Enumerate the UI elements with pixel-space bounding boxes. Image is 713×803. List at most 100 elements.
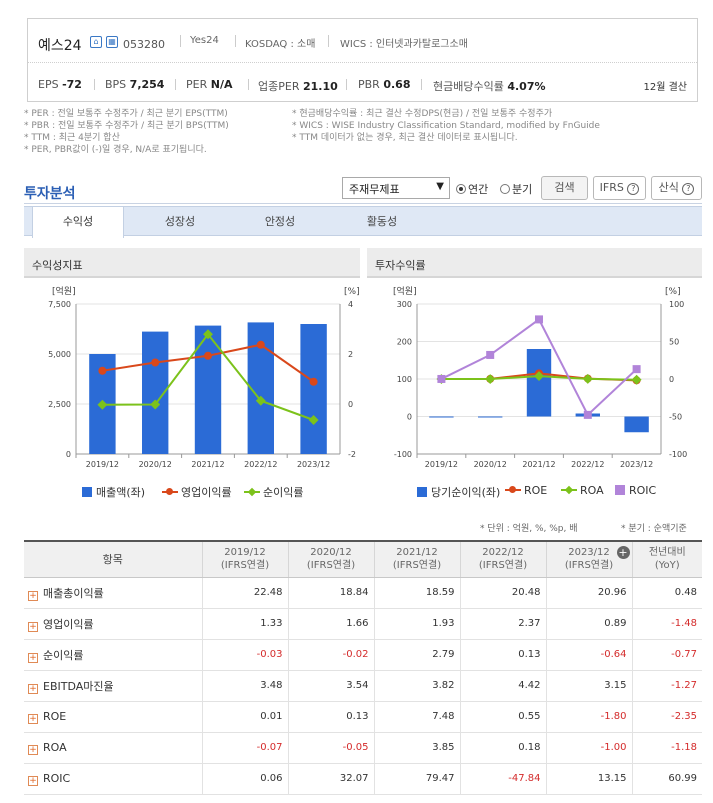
table-cell: 79.47	[373, 763, 460, 795]
row-label[interactable]: + ROA	[24, 732, 202, 764]
table-cell: 3.48	[201, 670, 288, 702]
legend-swatch	[615, 485, 625, 495]
y-tick-left: 2,500	[48, 400, 71, 409]
expand-row-icon[interactable]: +	[28, 713, 38, 724]
metric-per: PER N/A	[186, 78, 233, 91]
profitability-chart: [억원] [%] 7,500 4 5,000 2 2,500 0 0 -2 2019/12 2020/…	[48, 285, 359, 469]
row-label[interactable]: + 매출총이익률	[24, 577, 202, 609]
radio-quarter[interactable]: 분기	[500, 181, 532, 197]
building-icon[interactable]: ▦	[106, 36, 118, 48]
row-label[interactable]: + ROE	[24, 701, 202, 733]
ifrs-button[interactable]: IFRS ?	[593, 176, 646, 200]
legend-roic: ROIC	[615, 484, 656, 497]
table-cell: 32.07	[287, 763, 374, 795]
radio-annual[interactable]: 연간	[456, 181, 488, 197]
y-tick-right: 0	[669, 375, 674, 384]
row-label[interactable]: + EBITDA마진율	[24, 670, 202, 702]
table-cell: 4.42	[459, 670, 546, 702]
english-name: Yes24	[190, 35, 219, 46]
table-cell: 7.48	[373, 701, 460, 733]
radio-dot[interactable]	[500, 184, 510, 194]
y-tick-left: -100	[394, 450, 412, 459]
y-tick-right: -100	[669, 450, 687, 459]
y-tick-left: 0	[407, 413, 412, 422]
table-cell: 0.01	[201, 701, 288, 733]
bar	[624, 416, 649, 433]
row-label[interactable]: + ROIC	[24, 763, 202, 795]
bar	[429, 416, 454, 418]
expand-row-icon[interactable]: +	[28, 621, 38, 632]
legend-swatch	[505, 485, 521, 495]
table-cell: -0.64	[545, 639, 632, 671]
panel-title: 수익성지표	[24, 248, 360, 278]
table-cell: -1.18	[631, 732, 702, 764]
legend-swatch	[162, 487, 178, 497]
analysis-tabs: 수익성 성장성 안정성 활동성	[24, 206, 702, 238]
return-chart-panel: 투자수익률 [억원] [%] 300 100 200 50 100 0 0 -50 -100 -100…	[367, 248, 702, 504]
table-row: + 매출총이익률 22.48 18.84 18.59 20.48 20.96 0.48	[24, 577, 702, 609]
data-point	[486, 350, 495, 359]
y-tick-left: 300	[397, 300, 412, 309]
table-cell: -1.48	[631, 608, 702, 640]
divider	[248, 79, 249, 90]
table-cell: -1.80	[545, 701, 632, 733]
x-tick-label: 2022/12	[571, 460, 604, 469]
tab-activity[interactable]: 활동성	[366, 215, 398, 228]
profitability-chart-panel: 수익성지표 [억원] [%] 7,500 4 5,000 2 2,500 0 0 -2 2019/1…	[24, 248, 360, 504]
home-icon[interactable]: ⌂	[90, 36, 102, 48]
settlement-month: 12월 결산	[643, 82, 687, 93]
return-chart: [억원] [%] 300 100 200 50 100 0 0 -50 -100 -100 2019/1…	[393, 285, 687, 469]
data-point	[204, 351, 212, 360]
table-cell: 18.59	[373, 577, 460, 609]
wics-sector: WICS : 인터넷과카탈로그소매	[340, 39, 468, 50]
table-cell: 0.89	[545, 608, 632, 640]
formula-button[interactable]: 산식 ?	[651, 176, 702, 200]
y-tick-left: 200	[397, 338, 412, 347]
table-cell: -0.03	[201, 639, 288, 671]
expand-row-icon[interactable]: +	[28, 590, 38, 601]
x-tick-label: 2019/12	[425, 460, 458, 469]
table-row: + EBITDA마진율 3.48 3.54 3.82 4.42 3.15 -1.27	[24, 670, 702, 702]
table-cell: 1.66	[287, 608, 374, 640]
legend-net-income: 당기순이익(좌)	[417, 484, 500, 500]
table-row: + 순이익률 -0.03 -0.02 2.79 0.13 -0.64 -0.77	[24, 639, 702, 671]
quarter-note: * 분기 : 순액기준	[621, 524, 687, 534]
table-cell: 0.06	[201, 763, 288, 795]
tab-growth[interactable]: 성장성	[164, 215, 196, 228]
row-label[interactable]: + 영업이익률	[24, 608, 202, 640]
table-cell: -1.27	[631, 670, 702, 702]
tab-profitability[interactable]: 수익성	[32, 207, 124, 238]
table-cell: -2.35	[631, 701, 702, 733]
tab-stability[interactable]: 안정성	[264, 215, 296, 228]
expand-row-icon[interactable]: +	[28, 652, 38, 663]
left-axis-unit: [억원]	[393, 285, 417, 297]
table-cell: 20.48	[459, 577, 546, 609]
column-header: 2020/12 (IFRS연결)	[287, 540, 374, 578]
data-point	[583, 410, 592, 419]
expand-row-icon[interactable]: +	[28, 775, 38, 786]
table-cell: 60.99	[631, 763, 702, 795]
stock-code: 053280	[123, 38, 165, 51]
table-cell: 13.15	[545, 763, 632, 795]
x-tick-label: 2021/12	[191, 460, 224, 469]
x-tick-label: 2019/12	[86, 460, 119, 469]
bar	[300, 324, 327, 454]
row-label[interactable]: + 순이익률	[24, 639, 202, 671]
data-point	[151, 358, 160, 367]
radio-dot-checked[interactable]	[456, 184, 466, 194]
expand-row-icon[interactable]: +	[28, 744, 38, 755]
table-cell: -0.77	[631, 639, 702, 671]
legend-net-margin: 순이익률	[244, 484, 303, 500]
expand-columns-icon[interactable]: +	[616, 546, 630, 559]
divider	[235, 35, 236, 47]
table-row: + ROIC 0.06 32.07 79.47 -47.84 13.15 60.99	[24, 763, 702, 795]
table-cell: 2.79	[373, 639, 460, 671]
legend-swatch	[244, 487, 260, 497]
statement-select[interactable]: 주재무제표 ▼	[342, 177, 450, 199]
notes-right: * 현금배당수익률 : 최근 결산 수정DPS(현금) / 전일 보통주 수정주…	[292, 109, 600, 143]
y-tick-right: 0	[348, 400, 353, 409]
expand-row-icon[interactable]: +	[28, 683, 38, 694]
search-button[interactable]: 검색	[541, 176, 588, 200]
x-tick-label: 2022/12	[244, 460, 277, 469]
metric-eps: EPS -72	[38, 78, 82, 91]
